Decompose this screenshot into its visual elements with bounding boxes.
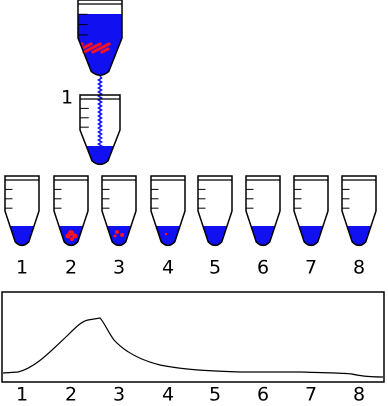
tube-liquid [250,226,276,246]
particle [65,233,71,239]
tube-outline [150,175,186,247]
profile-label: 3 [113,384,125,406]
particle [106,47,110,51]
tube-outline [4,175,40,247]
tube-outline [341,175,377,247]
profile-label: 8 [353,384,365,406]
source-tube-label: 1 [61,87,73,109]
tube-liquid [298,226,324,246]
profile-frame [1,291,385,383]
tube-outline [77,0,123,76]
tube-label: 2 [65,257,77,279]
profile-label: 1 [16,384,28,406]
tube-liquid [9,226,35,246]
profile-label: 2 [65,384,77,406]
particle [70,237,74,241]
particle [115,230,119,234]
tube-label: 6 [257,257,269,279]
tube-outline [79,94,121,166]
profile-label: 4 [162,384,174,406]
particle [164,232,168,236]
particle [120,233,124,237]
particle [98,42,102,46]
particle [113,234,117,238]
tube-label: 1 [16,257,28,279]
tube-outline [101,175,137,247]
profile-label: 5 [209,384,221,406]
tube-liquid [346,226,372,246]
tube-label: 5 [209,257,221,279]
tube-outline [197,175,233,247]
tube-outline [245,175,281,247]
tube-liquid [106,226,132,246]
tube-label: 7 [305,257,317,279]
tube-liquid [202,226,228,246]
tube-outline [293,175,329,247]
tube-label: 3 [113,257,125,279]
particle [107,42,111,46]
tube-outline [53,175,89,247]
profile-label: 7 [305,384,317,406]
elution-profile [2,317,384,378]
tube-liquid [86,146,114,165]
tube-liquid [155,226,181,246]
tube-label: 8 [353,257,365,279]
particle [89,42,93,46]
tube-label: 4 [162,257,174,279]
particle [72,233,78,239]
stream [97,75,103,151]
profile-label: 6 [257,384,269,406]
